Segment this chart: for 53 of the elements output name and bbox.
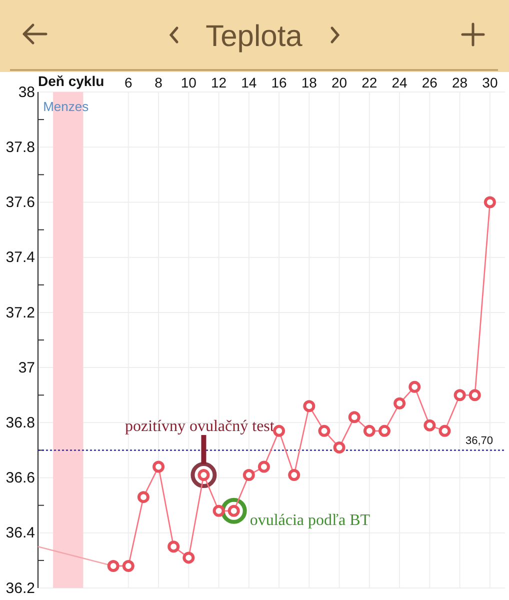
x-tick-label: 24 (392, 74, 408, 91)
point (107, 560, 120, 572)
y-tick-label: 36.2 (6, 580, 35, 597)
point (137, 491, 150, 504)
y-tick-label: 37.2 (6, 304, 35, 322)
point (438, 424, 451, 437)
point (424, 419, 436, 432)
point (303, 400, 316, 412)
x-tick-label: 10 (180, 74, 197, 91)
y-tick-label: 38 (18, 84, 35, 101)
point (348, 411, 360, 424)
point (212, 504, 225, 517)
point (242, 469, 255, 482)
x-tick-label: 14 (241, 74, 257, 91)
x-tick-label: 16 (271, 74, 288, 91)
x-tick-label: 22 (362, 74, 378, 91)
point (454, 389, 466, 402)
y-tick-label: 37.6 (6, 194, 35, 212)
point (152, 460, 165, 473)
y-tick-label: 36.4 (6, 524, 35, 542)
point (168, 540, 180, 553)
x-tick-label: 30 (482, 74, 498, 91)
point (484, 196, 496, 208)
x-tick-label: 20 (332, 74, 348, 91)
annotation: pozitívny ovulačný test (125, 418, 275, 436)
point (288, 469, 300, 482)
ref-line-label: 36,70 (465, 435, 493, 448)
x-tick-label: 26 (422, 74, 438, 91)
point (408, 380, 421, 393)
point (273, 424, 286, 437)
x-tick-label: 28 (452, 74, 468, 91)
x-axis-title: Deň cyklu (38, 73, 104, 89)
point (318, 424, 330, 437)
chart-title: Teplota (206, 20, 303, 53)
point (258, 460, 270, 473)
x-tick-label: 18 (301, 74, 318, 91)
point (333, 441, 346, 454)
point (468, 389, 481, 402)
point (378, 424, 390, 437)
y-tick-label: 36.8 (6, 414, 35, 432)
x-tick-label: 12 (210, 74, 227, 91)
annotation: ovulácia podľa BT (250, 512, 370, 529)
point (394, 397, 406, 410)
y-tick-label: 37 (18, 359, 35, 376)
point (122, 560, 134, 572)
y-tick-label: 37.4 (6, 249, 35, 266)
y-tick-label: 36.6 (6, 470, 35, 487)
x-tick-label: 8 (154, 74, 163, 91)
band-label: Menzes (43, 99, 90, 114)
y-tick-label: 37.8 (6, 138, 35, 156)
point (182, 552, 195, 564)
point (363, 424, 376, 437)
x-tick-label: 6 (124, 74, 132, 91)
